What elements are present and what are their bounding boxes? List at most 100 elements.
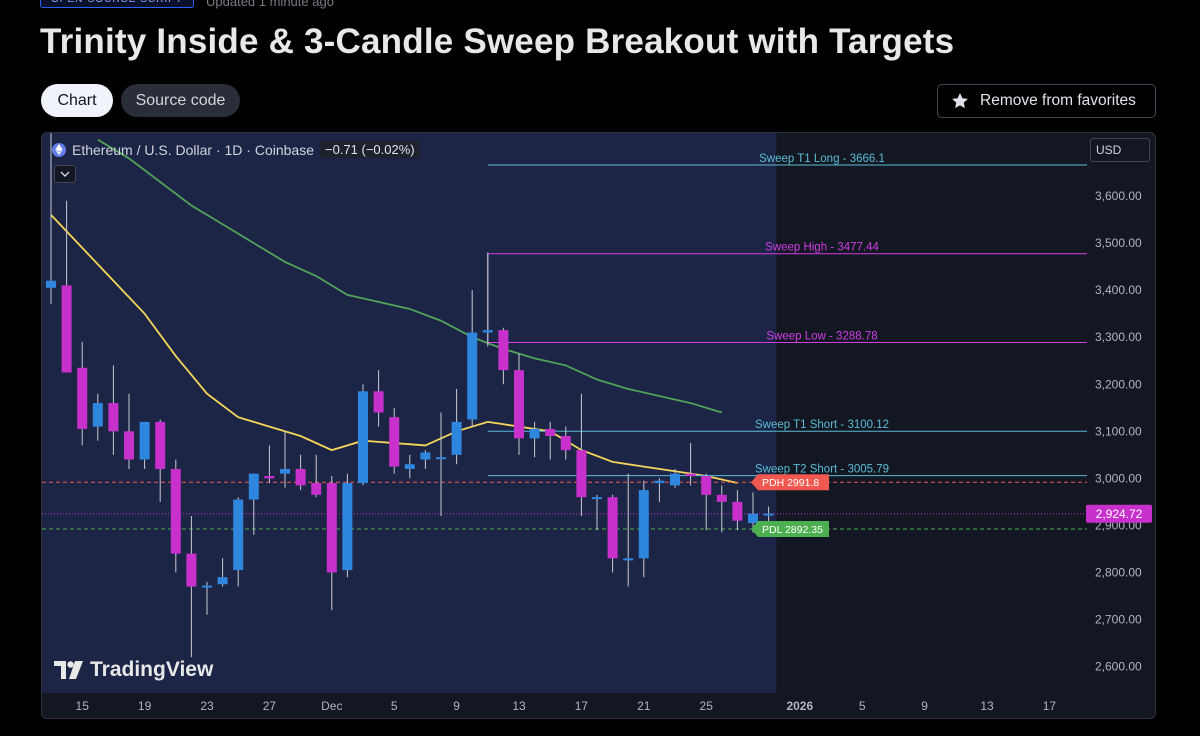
x-tick-label: 17 <box>575 699 589 713</box>
updated-timestamp: Updated 1 minute ago <box>206 0 334 9</box>
chevron-down-icon <box>60 171 70 177</box>
y-tick-label: 2,800.00 <box>1095 565 1142 579</box>
y-tick-label: 2,700.00 <box>1095 613 1142 627</box>
candle-body <box>295 468 306 486</box>
candle-body <box>436 457 446 460</box>
pdl-label-text: PDL 2892.35 <box>762 524 823 536</box>
pdh-label-shape <box>751 474 829 491</box>
candle-body <box>342 483 353 571</box>
candle-body <box>420 452 431 460</box>
candle-body <box>155 421 166 469</box>
sweep-level-label: Sweep T1 Long - 3666.1 <box>759 153 885 165</box>
tradingview-logo-text: TradingView <box>90 658 214 681</box>
tradingview-logo-icon <box>54 661 83 679</box>
candle-body <box>654 480 665 484</box>
last-price-badge <box>1086 504 1152 523</box>
x-tick-label: 27 <box>263 699 277 713</box>
pdh-label: PDH 2991.8 <box>751 474 829 491</box>
open-source-badge: OPEN-SOURCE SCRIPT <box>40 0 194 8</box>
sweep-level-label: Sweep High - 3477.44 <box>765 242 879 254</box>
candle-body <box>202 585 212 588</box>
collapse-legend-button[interactable] <box>54 165 76 183</box>
candle-body <box>607 497 618 559</box>
x-tick-label: 13 <box>980 699 994 713</box>
x-tick-label: Dec <box>321 699 342 713</box>
candle-body <box>576 450 587 498</box>
tab-chart[interactable]: Chart <box>41 84 113 117</box>
x-tick-label: 2026 <box>786 699 813 713</box>
candle-body <box>139 421 150 460</box>
candle-body <box>763 513 774 516</box>
candle-body <box>685 473 696 476</box>
sweep-level-label: Sweep Low - 3288.78 <box>766 330 877 342</box>
candle-body <box>186 553 197 587</box>
symbol-title[interactable]: Ethereum / U.S. Dollar · 1D · Coinbase <box>72 141 314 158</box>
candle-body <box>529 428 540 439</box>
candle-body <box>389 417 400 467</box>
pdh-label-text: PDH 2991.8 <box>762 477 819 489</box>
candle-body <box>467 332 478 420</box>
candle-body <box>124 431 134 460</box>
star-icon <box>952 93 968 109</box>
x-tick-label: 21 <box>637 699 651 713</box>
remove-from-favorites-button[interactable]: Remove from favorites <box>937 84 1156 118</box>
x-tick-label: 19 <box>138 699 152 713</box>
ethereum-icon <box>52 142 66 157</box>
candle-body <box>233 499 244 571</box>
symbol-legend: Ethereum / U.S. Dollar · 1D · Coinbase −… <box>52 141 420 158</box>
candle-body <box>217 577 228 585</box>
candle-body <box>638 490 649 559</box>
y-tick-label: 3,400.00 <box>1095 283 1142 297</box>
moving-average-slow <box>97 138 723 414</box>
candle-body <box>670 473 680 486</box>
y-tick-label: 3,000.00 <box>1095 471 1142 485</box>
x-tick-label: 15 <box>76 699 90 713</box>
tradingview-logo[interactable]: TradingView <box>54 658 213 682</box>
x-tick-label: 5 <box>391 699 398 713</box>
candle-body <box>716 494 727 502</box>
y-tick-label: 2,600.00 <box>1095 660 1142 674</box>
candle-body <box>404 464 415 469</box>
candle-body <box>560 436 571 451</box>
candle-body <box>748 513 758 524</box>
candle-body <box>358 391 368 484</box>
highlight-range <box>42 133 777 693</box>
candle-body <box>61 285 72 373</box>
y-tick-label: 3,100.00 <box>1095 424 1142 438</box>
candle-body <box>326 483 337 573</box>
tab-source-code[interactable]: Source code <box>121 84 240 117</box>
chart-panel[interactable]: 3,600.00 3,500.00 3,400.00 3,300.00 3,200.00… <box>41 132 1156 719</box>
page-title: Trinity Inside & 3-Candle Sweep Breakout… <box>40 22 955 61</box>
pdl-label: PDL 2892.35 <box>751 520 829 537</box>
candle-body <box>482 330 493 333</box>
x-tick-label: 13 <box>512 699 526 713</box>
candle-body <box>170 468 181 554</box>
candle-body <box>264 475 275 479</box>
x-tick-label: 9 <box>453 699 460 713</box>
y-tick-label: 3,200.00 <box>1095 377 1142 391</box>
candle-body <box>514 370 524 439</box>
candle-body <box>280 468 290 474</box>
price-chart[interactable]: 3,600.00 3,500.00 3,400.00 3,300.00 3,200.00… <box>42 133 1156 719</box>
candle-body <box>701 475 712 495</box>
currency-selector[interactable]: USD <box>1090 138 1150 162</box>
candle-body <box>108 403 119 432</box>
y-tick-label: 3,500.00 <box>1095 236 1142 250</box>
candle-body <box>451 421 462 455</box>
x-tick-label: 23 <box>200 699 214 713</box>
candle-body <box>311 483 322 495</box>
candle-body <box>498 330 509 371</box>
candle-body <box>77 367 88 429</box>
candle-body <box>46 280 56 288</box>
price-change: −0.71 (−0.02%) <box>319 141 420 158</box>
y-tick-label: 3,300.00 <box>1095 330 1142 344</box>
sweep-level-label: Sweep T2 Short - 3005.79 <box>755 464 889 476</box>
last-price-label: 2,924.72 <box>1096 507 1143 521</box>
y-tick-label: 3,600.00 <box>1095 189 1142 203</box>
candle-body <box>592 497 602 500</box>
x-tick-label: 5 <box>859 699 866 713</box>
pdl-label-shape <box>751 520 829 537</box>
candle-body <box>92 403 103 427</box>
sweep-level-label: Sweep T1 Short - 3100.12 <box>755 419 889 431</box>
candle-body <box>545 428 556 437</box>
